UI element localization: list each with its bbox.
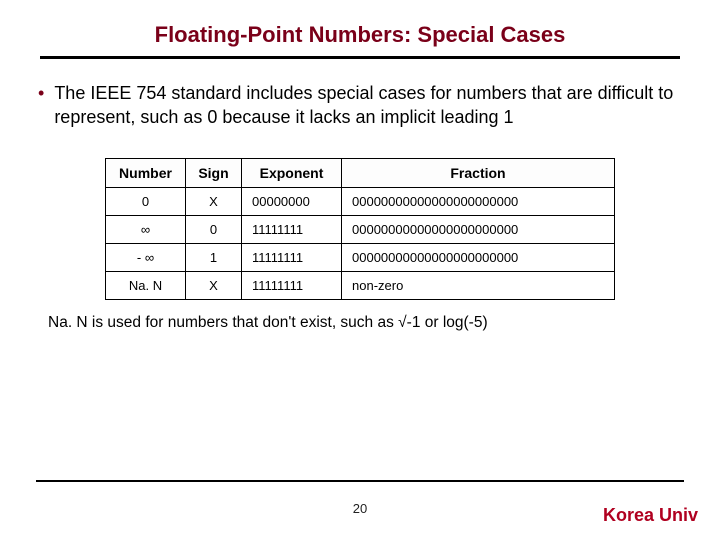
bullet-item: • The IEEE 754 standard includes special… (36, 81, 684, 130)
table-header-row: Number Sign Exponent Fraction (106, 158, 615, 187)
table-row: Na. N X 11111111 non-zero (106, 271, 615, 299)
special-cases-table: Number Sign Exponent Fraction 0 X 000000… (105, 158, 615, 300)
cell-sign: X (186, 271, 242, 299)
cell-fraction: 00000000000000000000000 (342, 243, 615, 271)
title-divider (40, 56, 680, 59)
bullet-text: The IEEE 754 standard includes special c… (54, 81, 678, 130)
cell-number: - ∞ (106, 243, 186, 271)
th-exponent: Exponent (242, 158, 342, 187)
bullet-marker: • (38, 81, 44, 106)
table-row: ∞ 0 11111111 00000000000000000000000 (106, 215, 615, 243)
university-label: Korea Univ (603, 505, 698, 526)
cell-exponent: 00000000 (242, 187, 342, 215)
cell-sign: X (186, 187, 242, 215)
cell-sign: 0 (186, 215, 242, 243)
th-sign: Sign (186, 158, 242, 187)
cell-fraction: non-zero (342, 271, 615, 299)
special-cases-table-wrap: Number Sign Exponent Fraction 0 X 000000… (105, 158, 615, 300)
cell-number: 0 (106, 187, 186, 215)
th-number: Number (106, 158, 186, 187)
footer-divider (36, 480, 684, 482)
cell-exponent: 11111111 (242, 271, 342, 299)
cell-number: ∞ (106, 215, 186, 243)
cell-fraction: 00000000000000000000000 (342, 215, 615, 243)
footnote-text: Na. N is used for numbers that don't exi… (36, 314, 684, 332)
cell-fraction: 00000000000000000000000 (342, 187, 615, 215)
slide-title: Floating-Point Numbers: Special Cases (36, 22, 684, 48)
table-row: - ∞ 1 11111111 00000000000000000000000 (106, 243, 615, 271)
cell-exponent: 11111111 (242, 243, 342, 271)
th-fraction: Fraction (342, 158, 615, 187)
cell-number: Na. N (106, 271, 186, 299)
cell-sign: 1 (186, 243, 242, 271)
table-row: 0 X 00000000 00000000000000000000000 (106, 187, 615, 215)
cell-exponent: 11111111 (242, 215, 342, 243)
